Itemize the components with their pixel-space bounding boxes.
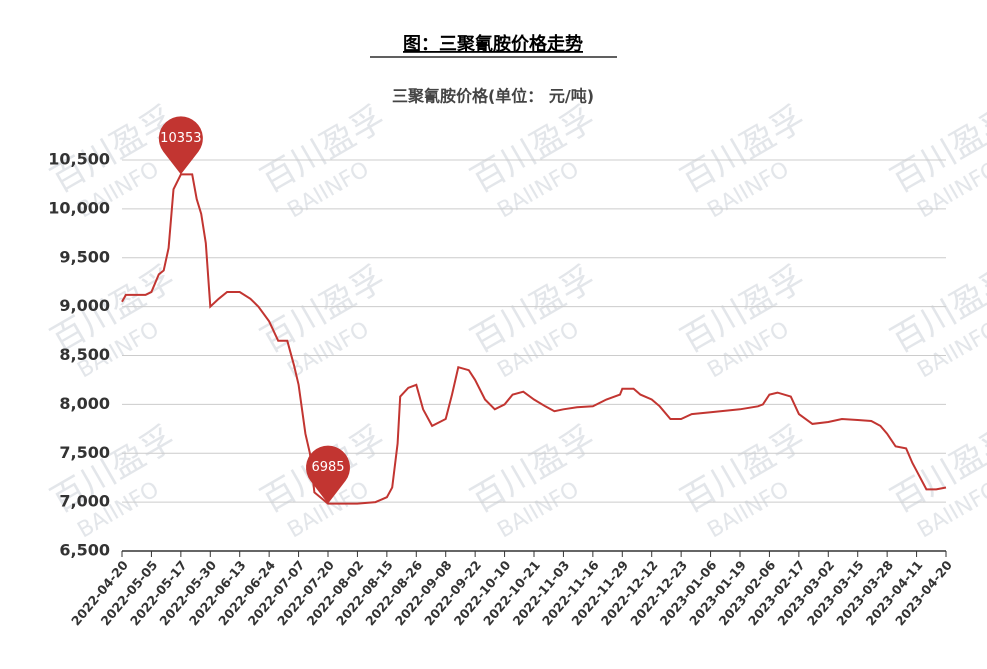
chart-subtitle: 三聚氰胺价格(单位： 元/吨) bbox=[392, 87, 594, 106]
y-tick-label: 7,000 bbox=[59, 492, 110, 511]
price-line bbox=[121, 173, 947, 505]
pin-label: 6985 bbox=[311, 460, 344, 475]
pin bbox=[305, 445, 351, 504]
pin bbox=[158, 116, 203, 175]
y-tick-label: 9,000 bbox=[59, 296, 110, 315]
y-tick-label: 8,000 bbox=[59, 394, 110, 413]
chart-title: 图：三聚氰胺价格走势 bbox=[403, 33, 583, 55]
y-tick-label: 6,500 bbox=[59, 541, 110, 560]
y-tick-label: 10,000 bbox=[48, 198, 110, 217]
y-tick-label: 7,500 bbox=[59, 443, 110, 462]
y-tick-label: 9,500 bbox=[59, 247, 110, 266]
pin-label: 10353 bbox=[160, 131, 201, 146]
y-tick-label: 10,500 bbox=[48, 150, 110, 169]
y-tick-label: 8,500 bbox=[59, 345, 110, 364]
